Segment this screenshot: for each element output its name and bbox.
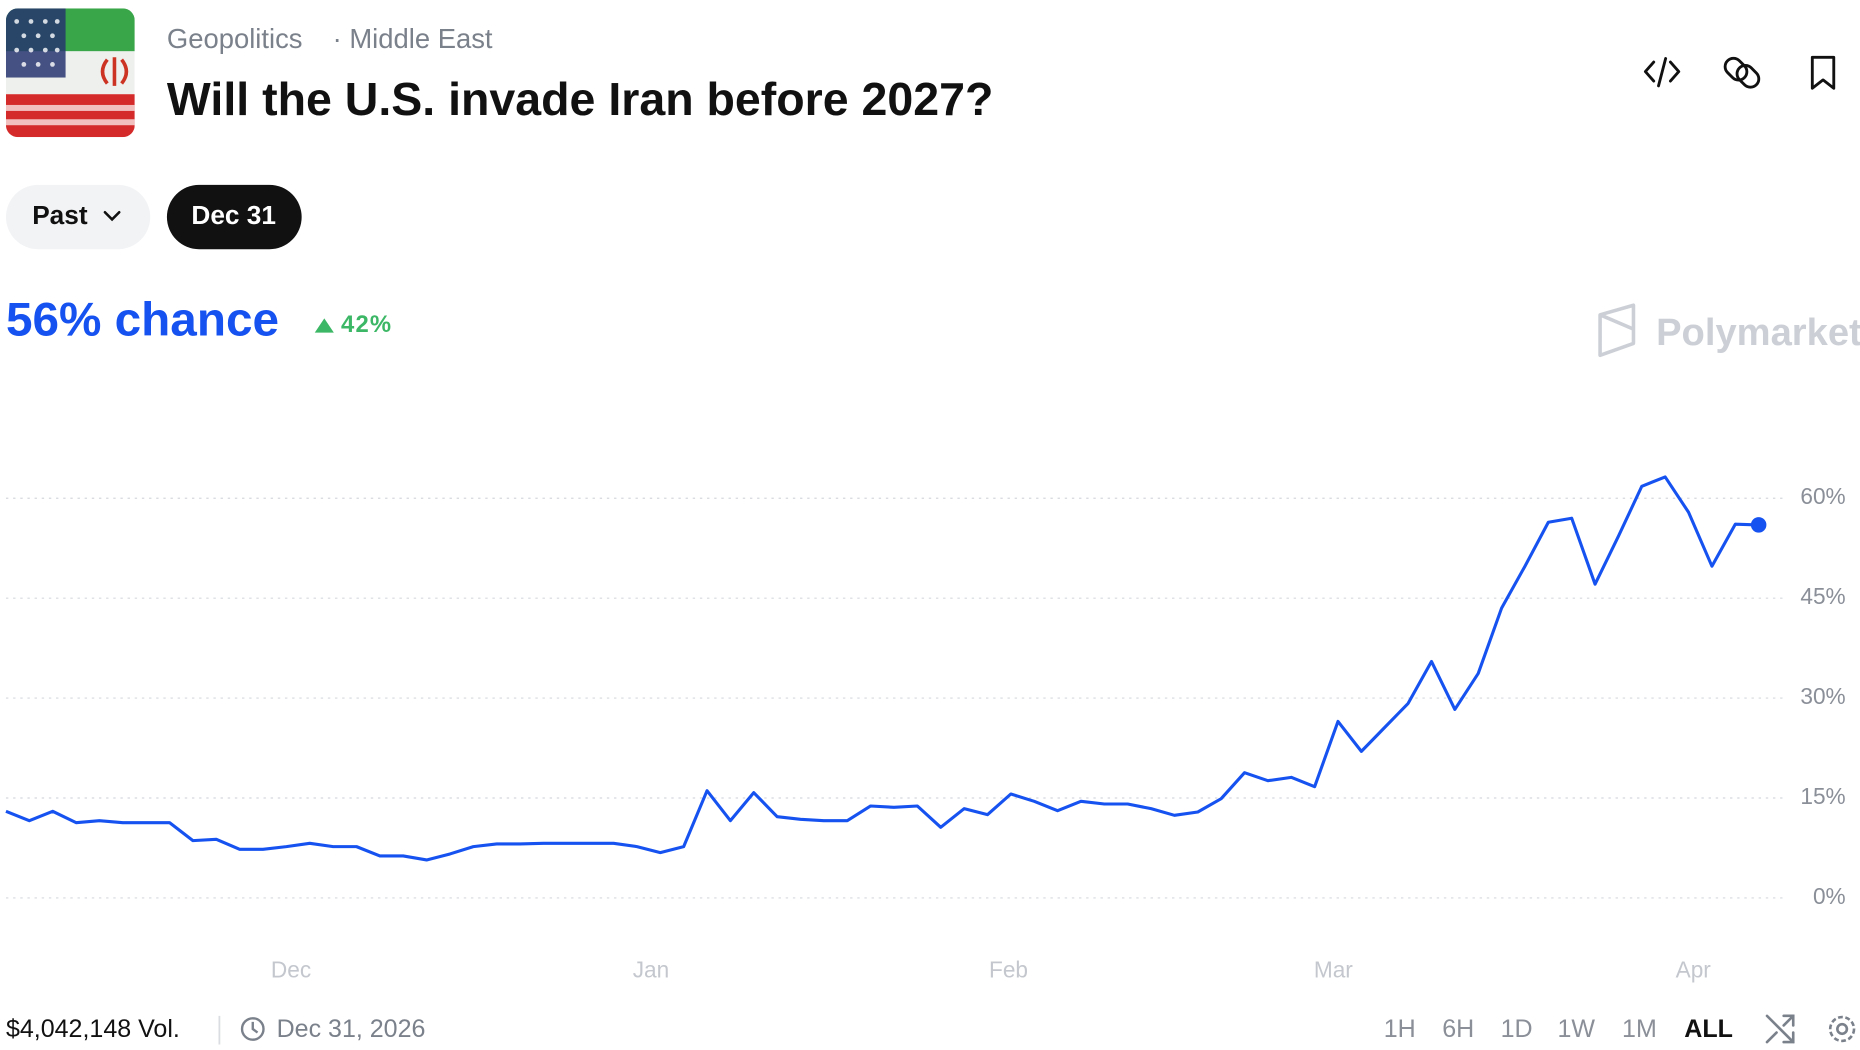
chart: 0% 15% 30% 45% 60% Dec Jan Feb Mar Apr <box>5 475 1846 983</box>
line <box>5 475 1759 862</box>
past-button[interactable] <box>5 184 151 250</box>
brand-logo <box>1598 303 1636 358</box>
x-tick-label: Feb <box>989 957 1028 983</box>
market-icon <box>5 8 135 138</box>
y-tick-label: 30% <box>1800 683 1845 709</box>
volume: $4,042,148 Vol. <box>6 1015 180 1043</box>
range-button[interactable]: 6H <box>1442 1015 1474 1043</box>
y-tick-label: 45% <box>1800 583 1845 609</box>
chevron <box>103 210 121 222</box>
end-dot <box>1750 517 1767 533</box>
embed-icon[interactable] <box>1643 57 1681 88</box>
change: 42% <box>341 311 392 338</box>
y-tick-label: 15% <box>1800 783 1845 809</box>
date-button[interactable] <box>166 184 302 250</box>
x-tick-label: Dec <box>271 957 311 983</box>
settings-icon[interactable] <box>1828 1015 1856 1043</box>
bookmark-icon[interactable] <box>1810 55 1836 90</box>
range-button[interactable]: 1M <box>1622 1015 1657 1043</box>
chance: 56% chance <box>6 294 279 347</box>
x-tick-label: Apr <box>1676 957 1712 983</box>
y-tick-label: 0% <box>1813 883 1846 909</box>
date-label[interactable]: Dec 31 <box>191 200 276 230</box>
breadcrumb[interactable]: Geopolitics <box>167 23 303 54</box>
brand: Polymarket <box>1656 311 1860 354</box>
range-button[interactable]: 1H <box>1384 1015 1416 1043</box>
clock-icon <box>240 1017 265 1041</box>
breadcrumb[interactable]: Middle East <box>349 23 493 54</box>
y-tick-label: 60% <box>1800 483 1845 509</box>
x-tick-label: Jan <box>633 957 670 983</box>
past-label[interactable]: Past <box>32 200 88 230</box>
market-title: Will the U.S. invade Iran before 2027? <box>167 73 994 125</box>
range-button[interactable]: 1D <box>1501 1015 1533 1043</box>
range-button[interactable]: 1W <box>1557 1015 1595 1043</box>
end-date: Dec 31, 2026 <box>277 1015 426 1043</box>
range-button[interactable]: ALL <box>1684 1015 1733 1043</box>
separator: · <box>333 23 342 54</box>
link-icon[interactable] <box>1722 55 1763 91</box>
x-tick-label: Mar <box>1314 957 1353 983</box>
shuffle-icon[interactable] <box>1765 1014 1795 1044</box>
up-arrow <box>314 318 334 333</box>
